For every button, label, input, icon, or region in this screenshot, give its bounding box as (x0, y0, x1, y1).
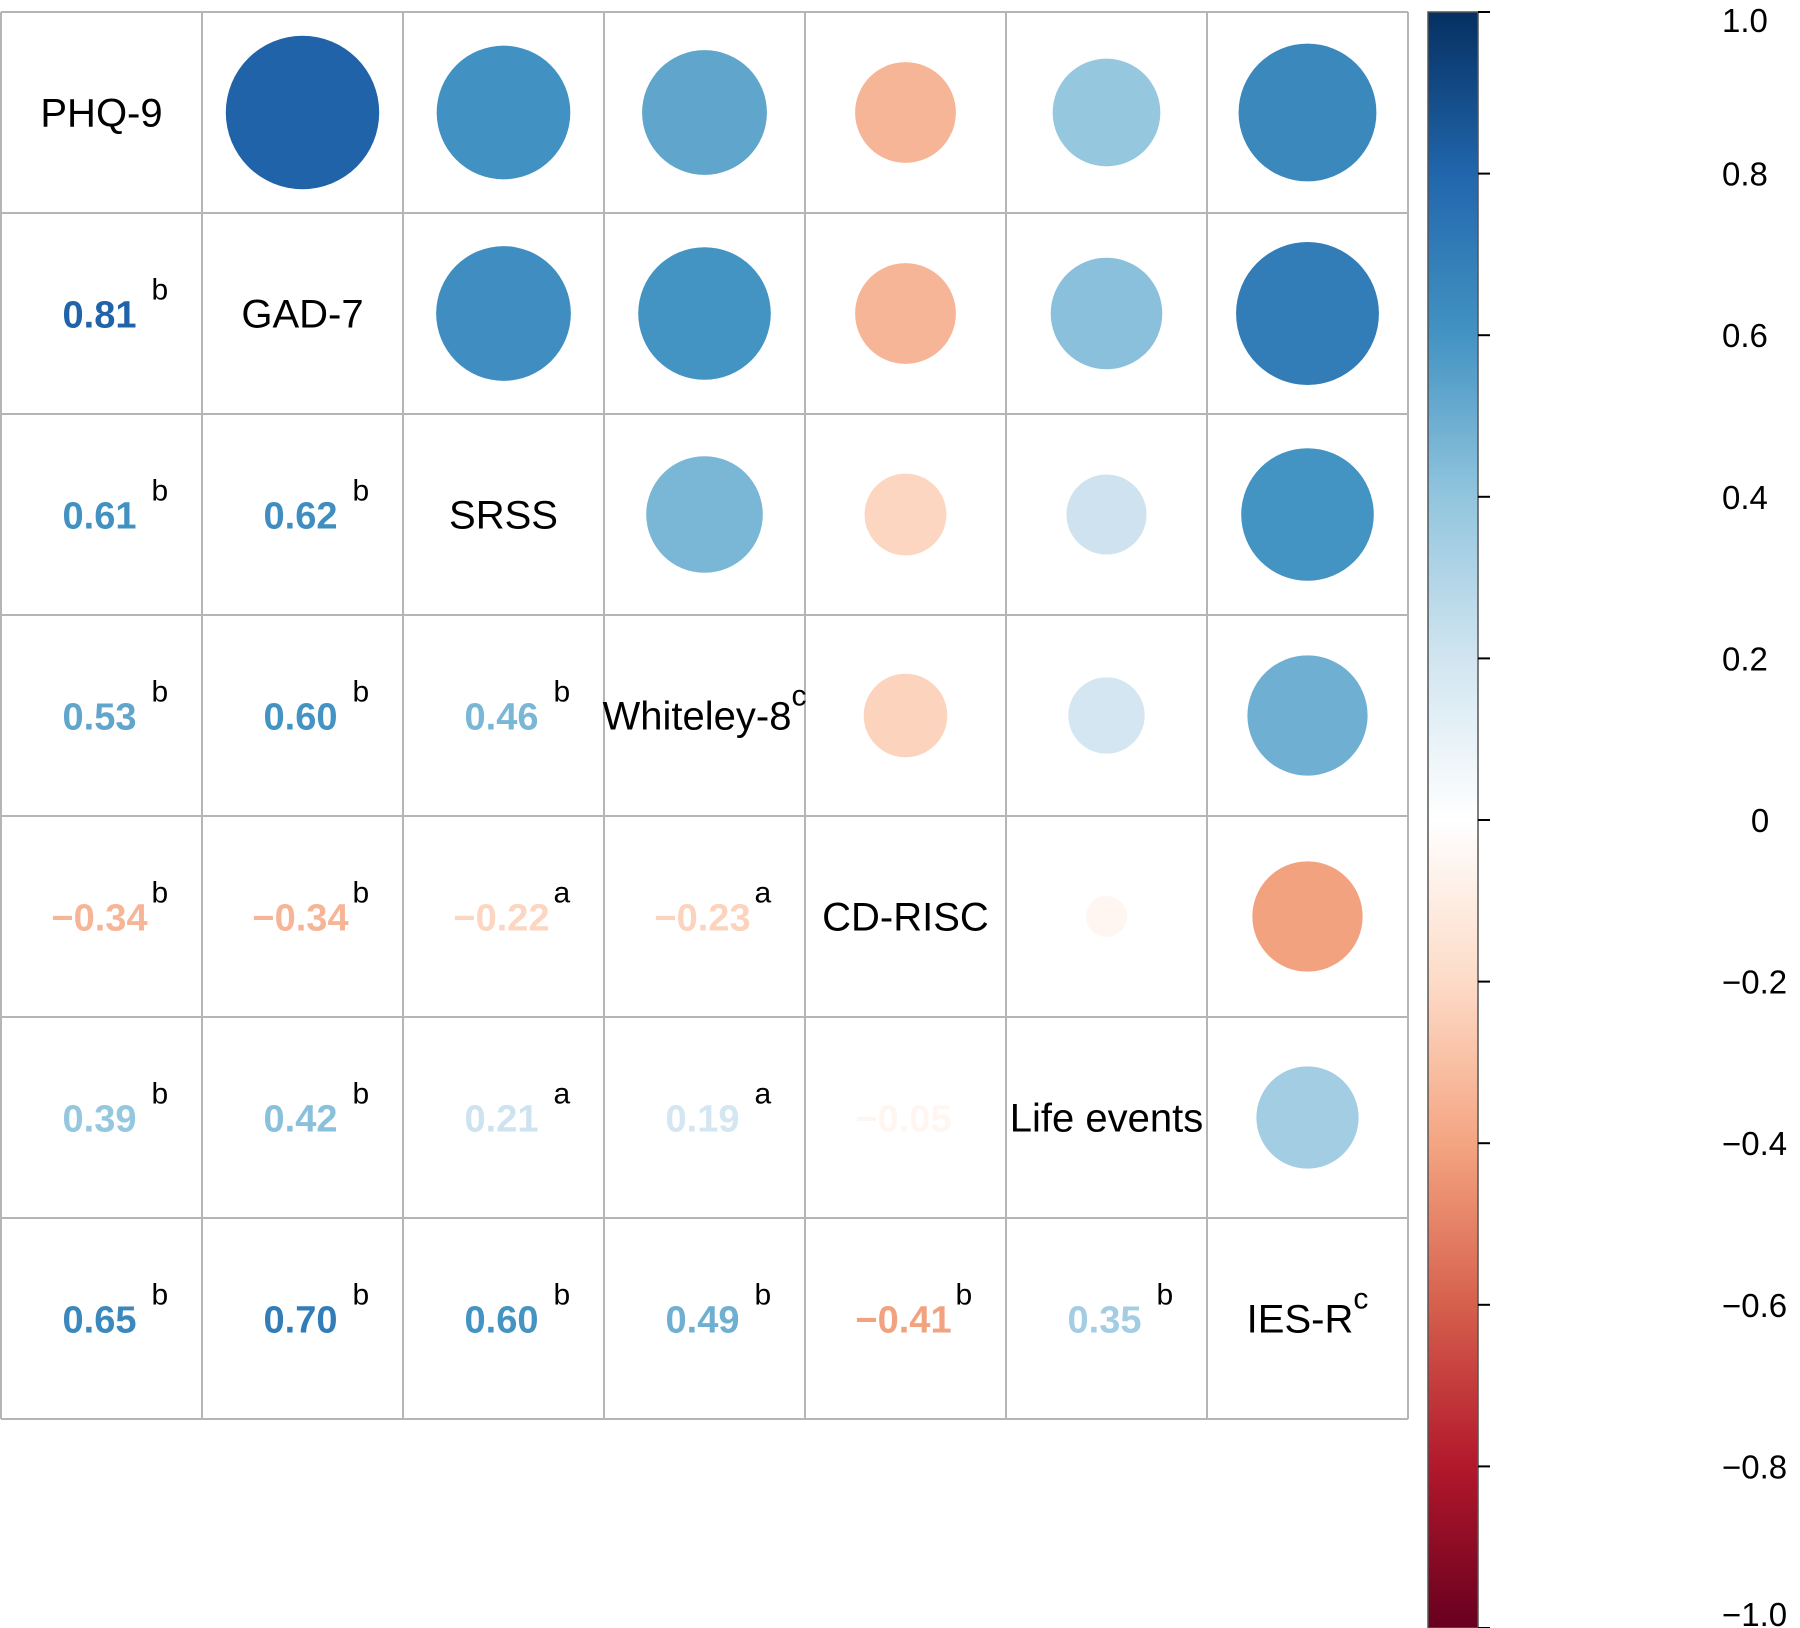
significance-marker: b (956, 1279, 973, 1312)
significance-marker: b (152, 274, 169, 307)
correlation-value-label: 0.21 (465, 1099, 539, 1141)
significance-marker: b (152, 475, 169, 508)
significance-marker: b (353, 475, 370, 508)
correlation-value-label: 0.42 (264, 1099, 338, 1141)
correlation-circle (642, 50, 767, 175)
correlation-value-label: 0.81 (63, 295, 137, 337)
correlation-value-label: −0.05 (855, 1099, 951, 1141)
variable-label: SRSS (449, 494, 558, 538)
variable-label: IES-Rc (1247, 1283, 1369, 1342)
correlation-value-label: −0.23 (654, 898, 750, 940)
correlation-circle (855, 263, 956, 364)
significance-marker: b (353, 1078, 370, 1111)
significance-marker: a (554, 877, 571, 910)
significance-marker: b (353, 1279, 370, 1312)
correlation-circle (1050, 257, 1163, 370)
correlation-circle (864, 473, 947, 556)
significance-marker: b (152, 676, 169, 709)
correlation-circle (1085, 895, 1128, 938)
correlation-circle (1052, 58, 1161, 167)
significance-marker: b (152, 877, 169, 910)
correlation-circle (1241, 448, 1374, 581)
variable-label: Whiteley-8c (603, 680, 807, 739)
correlation-value-label: 0.39 (63, 1099, 137, 1141)
correlation-value-label: 0.70 (264, 1300, 338, 1342)
colorbar-tick-label: 0.8 (1722, 156, 1768, 193)
significance-marker: a (755, 1078, 772, 1111)
colorbar-tick-label: 0.6 (1722, 317, 1768, 354)
correlation-circle (1068, 677, 1145, 754)
correlation-value-label: −0.22 (453, 898, 549, 940)
colorbar: 1.0 0.8 0.6 0.4 0.2 0 −0.2 −0.4 −0.6 −0.8 −1.0 (1427, 2, 1787, 1628)
colorbar-tick-label: −0.2 (1722, 964, 1787, 1001)
colorbar-tick-label: 0.4 (1722, 479, 1768, 516)
correlation-circle (225, 35, 380, 190)
correlation-value-label: 0.53 (63, 697, 137, 739)
variable-label: PHQ-9 (40, 92, 162, 136)
colorbar-tick-label: −0.6 (1722, 1287, 1787, 1324)
variable-superscript: c (1353, 1283, 1368, 1316)
correlation-value-label: −0.34 (51, 898, 147, 940)
correlation-circle (436, 45, 571, 180)
significance-marker: b (554, 676, 571, 709)
correlation-circle (1256, 1066, 1359, 1169)
correlation-value-label: 0.46 (465, 697, 539, 739)
matrix-grid (0, 11, 1409, 1420)
correlation-circle (1236, 242, 1379, 385)
colorbar-tick-label: 0 (1751, 802, 1769, 839)
correlation-circle (1238, 43, 1377, 182)
correlation-value-label: −0.41 (855, 1300, 951, 1342)
correlation-circle (638, 247, 771, 380)
correlation-value-label: 0.49 (666, 1300, 740, 1342)
correlation-circle (436, 246, 571, 381)
correlation-circle (863, 673, 948, 758)
correlation-value-label: −0.34 (252, 898, 348, 940)
correlation-value-label: 0.60 (264, 697, 338, 739)
significance-marker: b (353, 877, 370, 910)
variable-label: Life events (1010, 1097, 1203, 1141)
correlation-value-label: 0.61 (63, 496, 137, 538)
correlation-circle (855, 62, 956, 163)
significance-marker: a (755, 877, 772, 910)
colorbar-tick-label: −1.0 (1722, 1596, 1787, 1628)
correlation-circle (1247, 655, 1368, 776)
correlation-circle (1252, 861, 1363, 972)
correlation-value-label: 0.65 (63, 1300, 137, 1342)
variable-label: GAD-7 (241, 293, 363, 337)
correlation-value-label: 0.62 (264, 496, 338, 538)
significance-marker: b (1157, 1279, 1174, 1312)
correlation-value-label: 0.19 (666, 1099, 740, 1141)
colorbar-tick-label: 1.0 (1722, 2, 1768, 39)
correlation-circle (646, 456, 763, 573)
significance-marker: b (554, 1279, 571, 1312)
colorbar-tick-label: −0.8 (1722, 1448, 1787, 1485)
variable-label: CD-RISC (822, 896, 989, 940)
significance-marker: b (152, 1078, 169, 1111)
colorbar-tick-label: −0.4 (1722, 1125, 1787, 1162)
colorbar-tick-label: 0.2 (1722, 640, 1768, 677)
significance-marker: a (554, 1078, 571, 1111)
matrix-cells: PHQ-9 GAD-7 SRSS Whiteley-8c CD-RISC Life eve… (40, 35, 1379, 1342)
significance-marker: b (152, 1279, 169, 1312)
correlation-value-label: 0.35 (1068, 1300, 1142, 1342)
significance-marker: b (353, 676, 370, 709)
variable-superscript: c (791, 680, 806, 713)
significance-marker: b (755, 1279, 772, 1312)
correlation-value-label: 0.60 (465, 1300, 539, 1342)
correlation-circle (1066, 474, 1147, 555)
colorbar-gradient (1427, 11, 1479, 1628)
